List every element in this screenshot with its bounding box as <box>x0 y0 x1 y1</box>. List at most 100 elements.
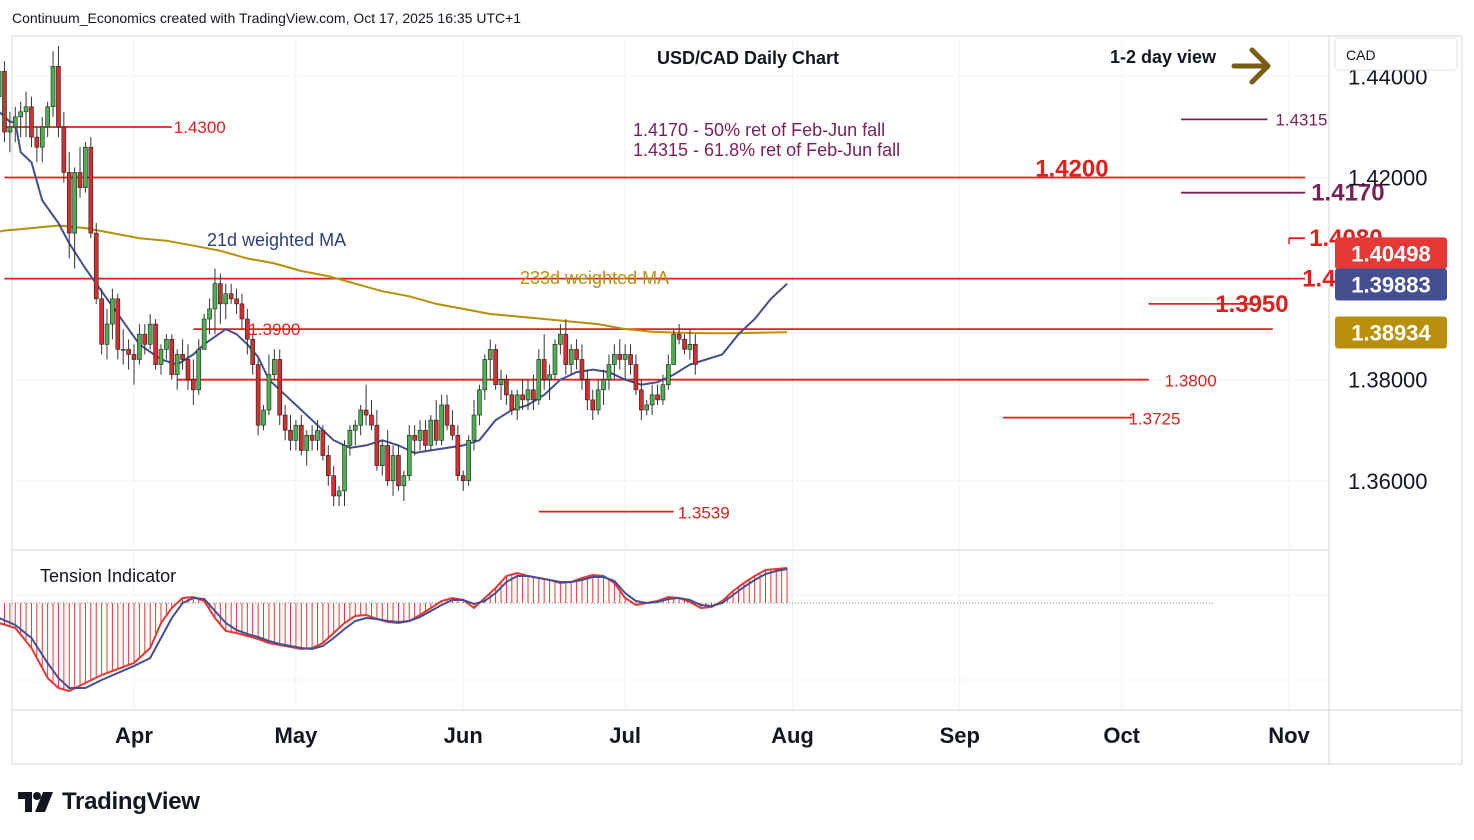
candle <box>61 111 67 183</box>
candle-body <box>633 364 639 391</box>
candle <box>293 420 299 451</box>
candle <box>88 137 94 239</box>
candle <box>342 440 347 507</box>
price-tag-label: 1.39883 <box>1351 273 1431 298</box>
candle-body <box>504 379 509 396</box>
ma21-label: 21d weighted MA <box>207 230 346 250</box>
tradingview-logo[interactable]: TradingView <box>16 788 200 816</box>
ma21-line <box>0 111 788 455</box>
candle-body <box>487 349 493 360</box>
candle-body <box>18 111 23 118</box>
candle-body <box>164 338 169 350</box>
tension-indicator-layer <box>0 567 1214 693</box>
candle-body <box>439 404 444 441</box>
tension-indicator-label: Tension Indicator <box>40 566 176 586</box>
candle <box>622 344 628 380</box>
x-month-label: May <box>275 723 319 748</box>
candle-body <box>77 172 83 188</box>
candle <box>450 410 455 441</box>
candle <box>649 384 655 416</box>
candle <box>655 384 660 405</box>
candle <box>568 344 574 375</box>
ma233-line <box>0 224 788 335</box>
candle-body <box>325 455 331 477</box>
candle <box>628 344 633 375</box>
candle <box>126 339 131 370</box>
candle <box>239 293 245 330</box>
candle-body <box>56 66 61 128</box>
candle <box>218 273 223 325</box>
candle-body <box>50 66 56 108</box>
candle <box>385 430 390 486</box>
chart-title: USD/CAD Daily Chart <box>657 48 839 68</box>
level-label-1.4315: 1.4315 <box>1275 110 1327 129</box>
candle <box>590 389 596 421</box>
candle-body <box>558 333 563 345</box>
candle <box>660 374 666 405</box>
candle <box>423 420 428 451</box>
candle-body <box>147 323 153 345</box>
level-label-1.4300: 1.4300 <box>174 118 226 137</box>
candle-body <box>93 232 99 300</box>
candle <box>131 344 137 385</box>
candle-body <box>250 338 256 365</box>
candle-body <box>401 475 407 487</box>
candle-body <box>574 349 579 360</box>
candle-body <box>282 414 288 431</box>
candle-body <box>536 359 542 401</box>
candle-body <box>320 429 326 456</box>
candle-body <box>137 333 142 360</box>
candle <box>169 334 175 380</box>
price-tags-layer: 1.40498 1.39883 1.38934 <box>1335 237 1447 349</box>
candle <box>255 359 261 436</box>
currency-selector[interactable]: CAD <box>1334 37 1458 71</box>
candle <box>482 354 488 400</box>
annotation-50-ret: 1.4170 - 50% ret of Feb-Jun fall <box>633 120 885 140</box>
candle <box>201 313 207 350</box>
candle-body <box>277 359 283 416</box>
candle-body <box>682 338 687 350</box>
candle <box>606 354 612 390</box>
candle <box>633 354 639 395</box>
x-month-label: Nov <box>1268 723 1310 748</box>
candle <box>66 152 72 259</box>
candle-body <box>342 445 347 492</box>
candle <box>266 354 272 416</box>
annotation-618-ret: 1.4315 - 61.8% ret of Feb-Jun fall <box>633 140 900 160</box>
candle-body <box>142 333 148 345</box>
candle <box>579 344 585 390</box>
candle-body <box>617 354 623 360</box>
candle-body <box>525 389 531 401</box>
candle <box>406 425 412 481</box>
candle-body <box>595 389 601 411</box>
candle-body <box>45 106 50 128</box>
candle <box>245 308 250 355</box>
candle-body <box>466 440 471 482</box>
level-label-1.4170: 1.4170 <box>1311 180 1384 207</box>
candle-body <box>153 323 158 365</box>
candle-body <box>304 434 310 451</box>
candle <box>174 349 180 390</box>
candle <box>50 51 56 117</box>
price-tag-bg <box>1335 268 1447 301</box>
candle <box>137 324 142 365</box>
candle-body <box>374 424 380 466</box>
candle-body <box>115 298 121 350</box>
candle <box>315 420 320 451</box>
candle-body <box>644 404 650 411</box>
tension-slow-line <box>0 568 788 689</box>
candle-body <box>34 136 40 148</box>
x-month-label: Sep <box>940 723 980 748</box>
candle-body <box>579 359 585 380</box>
candle-body <box>541 359 547 380</box>
candle <box>272 349 277 380</box>
ma233-label: 233d weighted MA <box>520 268 669 288</box>
candle-body <box>234 298 239 305</box>
candle-body <box>293 424 299 441</box>
candle <box>320 425 326 461</box>
candle <box>110 288 115 340</box>
candle-body <box>309 434 315 441</box>
candle-body <box>158 349 164 365</box>
